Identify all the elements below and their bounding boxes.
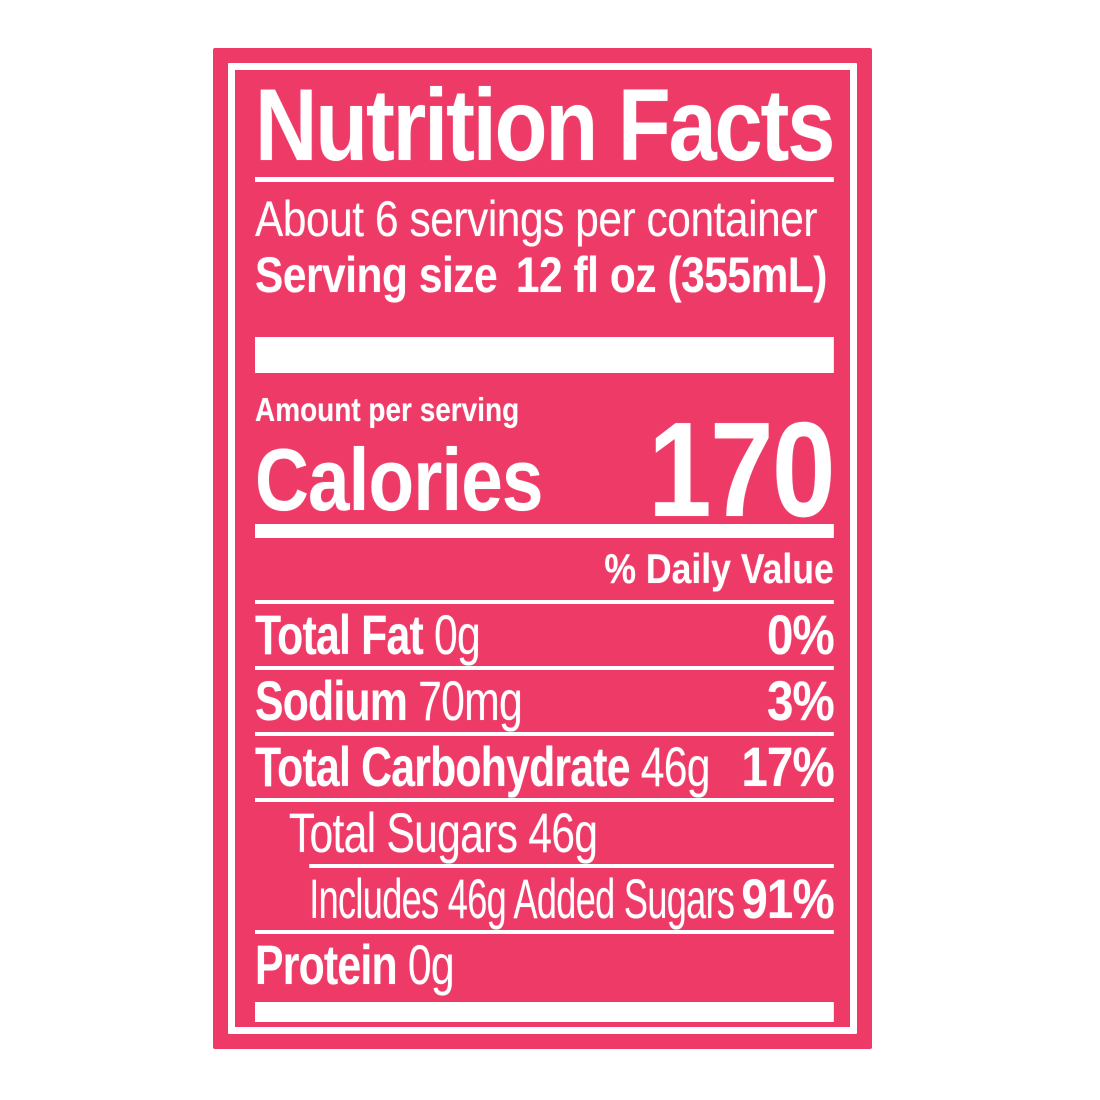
amount-per-serving-label: Amount per serving bbox=[255, 391, 520, 428]
nutrient-name: Protein bbox=[255, 933, 398, 996]
nutrient-daily-value: 0% bbox=[766, 603, 835, 666]
nutrient-name: Total Sugars bbox=[288, 801, 518, 864]
nutrient-rows: Total Fat 0g 0% Sodium 70mg 3% Total Carbohy… bbox=[255, 600, 835, 996]
daily-value-header: % Daily Value bbox=[604, 545, 834, 592]
row-separator-line bbox=[255, 600, 834, 604]
nutrient-row: Total Fat 0g 0% bbox=[255, 603, 835, 666]
nutrient-daily-value: 3% bbox=[766, 669, 835, 732]
nutrient-row-left: Total Fat 0g bbox=[255, 607, 481, 663]
nutrition-facts-label: Nutrition Facts About 6 servings per con… bbox=[213, 48, 872, 1049]
thick-separator-bar bbox=[255, 337, 834, 373]
label-border-frame: Nutrition Facts About 6 servings per con… bbox=[228, 63, 857, 1034]
nutrient-row: Sodium 70mg 3% bbox=[255, 669, 835, 732]
serving-size-value: 12 fl oz (355mL) bbox=[515, 247, 828, 303]
nutrient-amount: 70mg bbox=[407, 669, 523, 732]
nutrient-row: Includes 46g Added Sugars 91% bbox=[255, 868, 834, 930]
nutrient-row-left: Total Sugars 46g bbox=[289, 805, 598, 861]
serving-size-label: Serving size bbox=[255, 247, 498, 303]
nutrient-name: Sodium bbox=[255, 669, 408, 732]
row-separator-line bbox=[255, 930, 834, 934]
row-separator-line bbox=[255, 798, 834, 802]
nutrition-facts-title: Nutrition Facts bbox=[255, 68, 835, 182]
nutrient-row: Protein 0g bbox=[255, 934, 834, 996]
nutrient-row-left: Total Carbohydrate 46g bbox=[255, 739, 711, 795]
nutrient-row-left: Sodium 70mg bbox=[255, 673, 523, 729]
nutrient-row: Total Carbohydrate 46g 17% bbox=[255, 735, 835, 798]
nutrient-name: Includes 46g Added Sugars bbox=[309, 867, 735, 930]
nutrient-amount: 0g bbox=[422, 603, 481, 666]
medium-separator-bar bbox=[255, 524, 834, 538]
row-separator-line bbox=[309, 864, 834, 868]
calories-value: 170 bbox=[648, 394, 836, 545]
label-content: Nutrition Facts About 6 servings per con… bbox=[255, 68, 836, 1022]
calories-row: Calories 170 bbox=[255, 402, 836, 537]
nutrient-name: Total Carbohydrate bbox=[255, 735, 630, 798]
bottom-separator-bar bbox=[255, 1002, 834, 1022]
nutrient-amount: 0g bbox=[396, 933, 455, 996]
nutrient-amount: 46g bbox=[517, 801, 598, 864]
nutrient-daily-value: 17% bbox=[741, 735, 834, 798]
row-separator-line bbox=[255, 732, 834, 736]
nutrient-amount: 46g bbox=[629, 735, 711, 798]
row-separator-line bbox=[255, 666, 834, 670]
nutrient-row: Total Sugars 46g bbox=[255, 802, 834, 864]
servings-per-container: About 6 servings per container bbox=[255, 191, 818, 247]
nutrient-daily-value: 91% bbox=[741, 867, 834, 930]
nutrient-name: Total Fat bbox=[255, 603, 424, 666]
nutrient-row-left: Protein 0g bbox=[255, 937, 455, 993]
serving-size-row: Serving size 12 fl oz (355mL) bbox=[255, 247, 834, 303]
title-underline bbox=[255, 177, 834, 182]
nutrient-row-left: Includes 46g Added Sugars bbox=[309, 871, 735, 927]
calories-label: Calories bbox=[255, 430, 543, 529]
